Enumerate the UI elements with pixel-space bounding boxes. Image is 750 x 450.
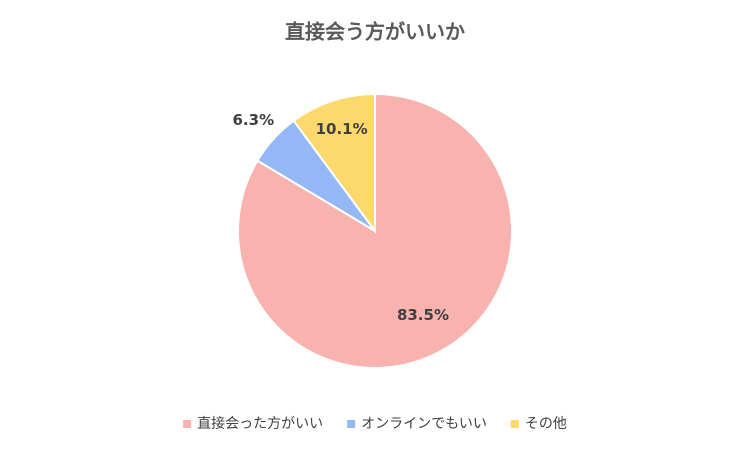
data-label: 10.1% [316,120,368,138]
chart-title: 直接会う方がいいか [285,20,465,44]
legend-label: その他 [525,416,567,432]
legend-marker [183,420,192,428]
legend-marker [510,420,519,428]
data-label: 6.3% [233,111,275,129]
data-label: 83.5% [397,306,449,324]
legend-label: 直接会った方がいい [197,415,323,432]
legend-label: オンラインでもいい [361,416,487,432]
pie-slice [292,92,376,235]
legend-marker [347,420,356,428]
